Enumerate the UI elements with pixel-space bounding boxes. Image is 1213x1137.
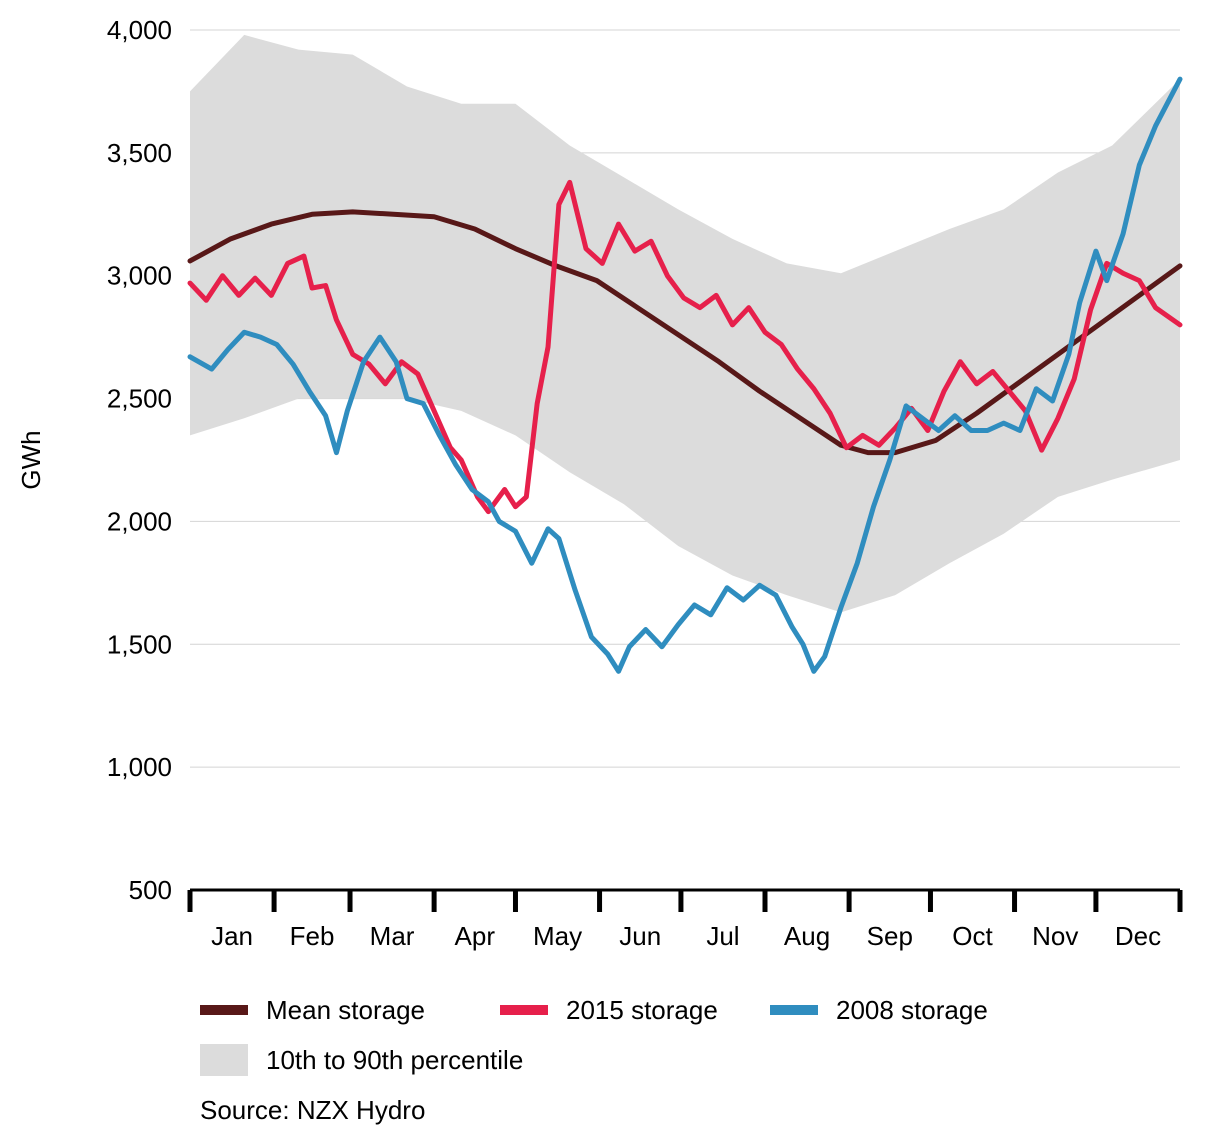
- legend-label: 2015 storage: [566, 995, 718, 1025]
- x-tick-label: Nov: [1032, 921, 1078, 951]
- x-tick-label: Dec: [1115, 921, 1161, 951]
- legend-label: Mean storage: [266, 995, 425, 1025]
- legend-label: 10th to 90th percentile: [266, 1045, 523, 1075]
- x-tick-label: Jan: [211, 921, 253, 951]
- y-axis-label: GWh: [16, 430, 46, 489]
- y-tick-label: 1,500: [107, 629, 172, 659]
- x-tick-label: Mar: [370, 921, 415, 951]
- y-tick-label: 4,000: [107, 15, 172, 45]
- x-tick-label: May: [533, 921, 582, 951]
- x-tick-label: Sep: [867, 921, 913, 951]
- y-tick-label: 1,000: [107, 752, 172, 782]
- hydro-storage-chart: Jan Feb Mar Apr May Jun Jul Aug Sep Oct Nov Dec 500 1…: [0, 0, 1213, 1137]
- y-tick-label: 3,500: [107, 138, 172, 168]
- legend-label: 2008 storage: [836, 995, 988, 1025]
- chart-svg: Jan Feb Mar Apr May Jun Jul Aug Sep Oct Nov Dec 500 1…: [0, 0, 1213, 1137]
- source-label: Source: NZX Hydro: [200, 1095, 425, 1125]
- legend-swatch: [500, 1005, 548, 1015]
- x-tick-label: Apr: [455, 921, 496, 951]
- y-tick-label: 2,000: [107, 506, 172, 536]
- legend-swatch-band: [200, 1044, 248, 1076]
- y-tick-label: 500: [129, 875, 172, 905]
- y-tick-label: 3,000: [107, 261, 172, 291]
- legend-swatch: [770, 1005, 818, 1015]
- x-tick-label: Feb: [290, 921, 335, 951]
- x-tick-label: Jun: [619, 921, 661, 951]
- legend-swatch: [200, 1005, 248, 1015]
- y-tick-label: 2,500: [107, 384, 172, 414]
- x-tick-label: Aug: [784, 921, 830, 951]
- x-tick-label: Jul: [706, 921, 739, 951]
- x-tick-label: Oct: [952, 921, 993, 951]
